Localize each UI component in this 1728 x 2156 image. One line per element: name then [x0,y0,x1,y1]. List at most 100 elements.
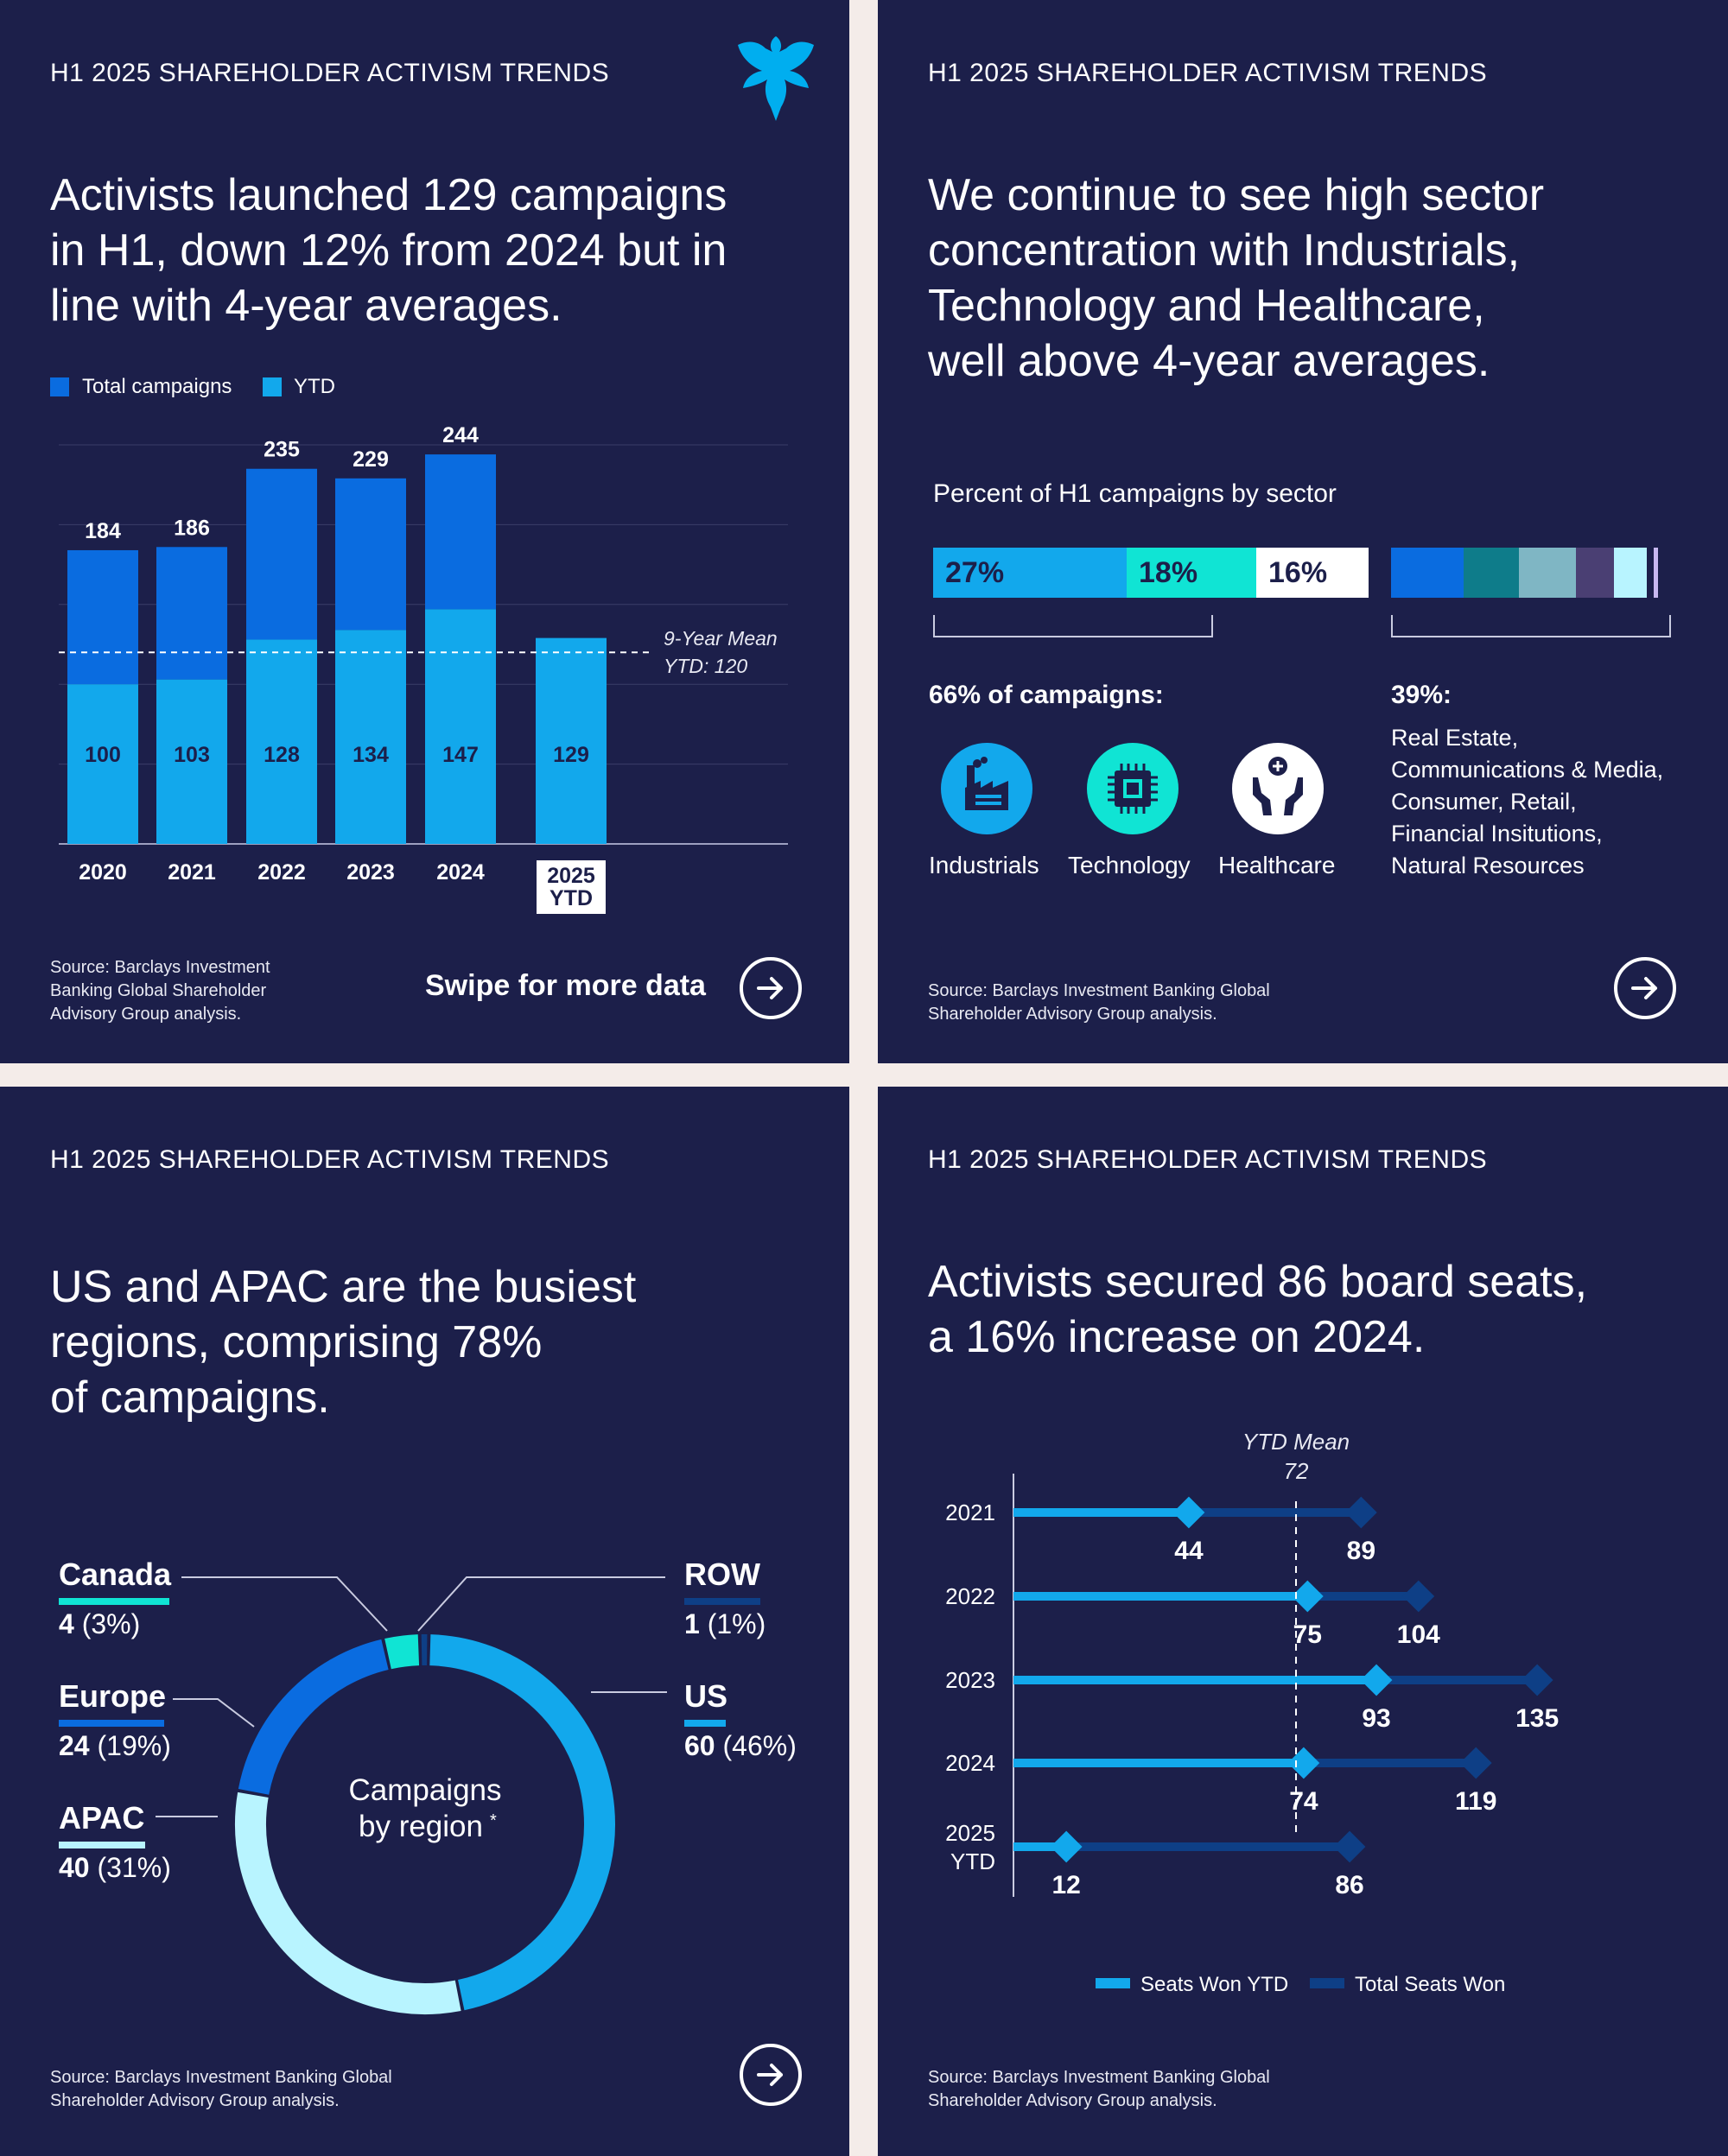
region-name-europe: Europe [59,1678,167,1714]
legend-label-ytd: YTD [294,375,335,398]
leader-line-row [417,1576,665,1632]
bar-ytd-label: 147 [442,743,479,767]
bar-total-2024 [425,454,496,610]
headline-line: line with 4-year averages. [50,281,562,331]
legend-label-ytd: Seats Won YTD [1140,1973,1288,1996]
source-line: Source: Barclays Investment Banking Glob… [928,2068,1270,2087]
source-line: Shareholder Advisory Group analysis. [50,2091,340,2110]
region-name-us: US [684,1678,728,1714]
legend-swatch-total [50,377,69,396]
sector-pct-label: 16% [1268,556,1328,589]
sector-bar-other-5 [1614,548,1647,598]
sector-bar-other-7 [1654,548,1658,598]
panel-campaigns: H1 2025 SHAREHOLDER ACTIVISM TRENDS Acti… [0,0,849,1063]
source-line: Advisory Group analysis. [50,1005,242,1024]
leader-line-canada [181,1576,388,1632]
marker-total [1344,1496,1377,1529]
bar-ytd-label: 128 [264,743,300,767]
healthcare-hands-icon [1232,743,1324,834]
panel-sectors: H1 2025 SHAREHOLDER ACTIVISM TRENDS We c… [878,0,1728,1063]
bar-total-2021 [156,547,227,680]
headline-line: a 16% increase on 2024. [928,1312,1426,1362]
region-swatch-us [684,1720,726,1727]
headline-line: of campaigns. [50,1373,330,1423]
region-swatch-canada [59,1598,169,1605]
barclays-eagle-logo [733,31,819,126]
source-note: Source: Barclays Investment Banking Glob… [928,2066,1270,2113]
donut-slice-europe [238,1639,389,1796]
legend-label-total: Total campaigns [82,375,232,398]
sector-bar-industrials: 27% [933,548,1127,598]
legend-swatch-ytd [263,377,282,396]
source-note: Source: Barclays Investment Banking Glob… [928,980,1270,1026]
value-label-total: 104 [1397,1620,1440,1649]
headline-line: regions, comprising 78% [50,1317,543,1367]
value-label-total: 86 [1335,1871,1363,1899]
leader-line-europe [173,1698,255,1728]
next-arrow-button[interactable] [740,957,802,1019]
headline: Activists launched 129 campaigns in H1, … [50,168,727,333]
region-name-canada: Canada [59,1557,172,1592]
x-tick-label: 2025 [547,864,595,888]
marker-total [1402,1580,1435,1613]
bar-ytd-2025 YTD [536,637,607,844]
sector-bar-healthcare: 16% [1256,548,1369,598]
sector-subtitle: Percent of H1 campaigns by sector [933,479,1337,508]
headline-line: Activists secured 86 board seats, [928,1257,1588,1307]
marker-total [1459,1747,1492,1779]
sector-bar-other-2 [1464,548,1519,598]
region-value-europe: 24 (19%) [59,1730,171,1761]
headline-line: concentration with Industrials, [928,225,1521,276]
bar-total-2020 [67,549,138,685]
arrow-right-icon [1631,977,1657,999]
region-name-apac: APAC [59,1800,145,1836]
marker-ytd [1360,1664,1393,1696]
bar-ytd-2021 [156,679,227,844]
bar-total-2022 [246,468,317,640]
source-line: Banking Global Shareholder [50,981,267,1000]
chip-icon [1087,743,1178,834]
sector-bar-technology: 18% [1127,548,1256,598]
mean-label: 9-Year Mean [664,627,778,650]
panel-kicker: H1 2025 SHAREHOLDER ACTIVISM TRENDS [50,59,610,87]
region-swatch-apac [59,1842,145,1848]
next-arrow-button[interactable] [1614,957,1676,1019]
source-line: Source: Barclays Investment Banking Glob… [50,2068,392,2087]
region-value-canada: 4 (3%) [59,1608,141,1639]
donut-slice-apac [235,1791,461,2014]
bar-ytd-2022 [246,639,317,844]
panel-kicker: H1 2025 SHAREHOLDER ACTIVISM TRENDS [50,1145,610,1174]
panel-kicker: H1 2025 SHAREHOLDER ACTIVISM TRENDS [928,59,1488,87]
headline: US and APAC are the busiest regions, com… [50,1259,636,1425]
headline-line: US and APAC are the busiest [50,1262,637,1312]
legend-label-total: Total Seats Won [1355,1973,1505,1996]
category-highlight-box [537,860,606,914]
bar-total-label: 229 [353,447,389,472]
marker-ytd [1050,1830,1083,1863]
marker-total [1333,1830,1366,1863]
donut-slice-canada [384,1634,420,1670]
bar-total-label: 235 [264,438,300,462]
headline-line: in H1, down 12% from 2024 but in [50,225,727,276]
region-value-us: 60 (46%) [684,1730,797,1761]
y-tick-label: 2021 [945,1500,995,1525]
donut-slice-us [429,1634,615,2011]
next-arrow-button[interactable] [740,2044,802,2106]
value-label-ytd: 93 [1362,1704,1390,1733]
marker-total [1521,1664,1553,1696]
sector-bar-other-6 [1647,548,1654,598]
regions-donut-chart: Campaigns by region * [156,1576,667,2014]
headline: Activists secured 86 board seats, a 16% … [928,1254,1587,1365]
marker-ytd [1291,1580,1324,1613]
region-value-apac: 40 (31%) [59,1852,171,1883]
x-tick-label: 2022 [257,860,306,885]
headline-line: We continue to see high sector [928,170,1545,220]
bar-ytd-label: 134 [353,743,389,767]
swipe-cta-text[interactable]: Swipe for more data [425,969,706,1002]
y-tick-label: 2022 [945,1583,995,1609]
bar-ytd-2023 [335,630,406,844]
value-label-total: 119 [1455,1787,1496,1816]
other-sector-item: Natural Resources [1391,853,1585,878]
y-tick-label: 2025 [945,1820,995,1846]
bar-ytd-2020 [67,684,138,844]
